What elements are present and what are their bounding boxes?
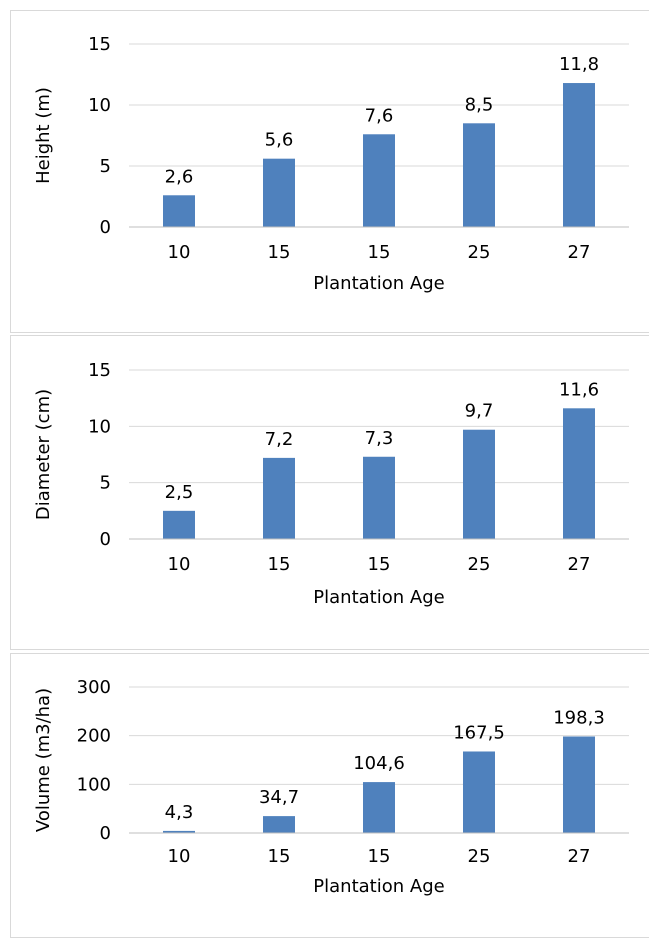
- y-tick-label: 10: [88, 416, 111, 437]
- x-tick-label: 15: [268, 242, 291, 263]
- height-chart: 0 5 10 15 2,6 10 5,6 15 7,6 15 8,5 25 11,8 27 Plantati…: [33, 34, 629, 294]
- y-tick-label: 15: [88, 34, 111, 55]
- volume-chart-panel: 0 100 200 300 4,3 10 34,7 15 104,6 15 167,5 25 198,3…: [10, 653, 649, 938]
- x-axis-title: Plantation Age: [313, 587, 444, 608]
- volume-chart: 0 100 200 300 4,3 10 34,7 15 104,6 15 167,5 25 198,3…: [33, 677, 629, 897]
- y-axis-title: Volume (m3/ha): [33, 688, 54, 832]
- y-tick-label: 100: [77, 774, 111, 795]
- x-axis-title: Plantation Age: [313, 273, 444, 294]
- x-tick-label: 27: [568, 242, 591, 263]
- y-tick-label: 0: [100, 217, 111, 238]
- y-tick-label: 5: [100, 473, 111, 494]
- diameter-bar: [263, 457, 295, 539]
- y-tick-label: 10: [88, 95, 111, 116]
- x-tick-label: 25: [468, 846, 491, 867]
- y-axis-title: Height (m): [33, 87, 54, 184]
- data-label: 11,8: [559, 54, 599, 75]
- volume-bar: [163, 830, 195, 833]
- data-label: 7,2: [265, 429, 294, 450]
- x-tick-label: 10: [168, 554, 191, 575]
- x-tick-label: 27: [568, 554, 591, 575]
- y-tick-label: 200: [77, 726, 111, 747]
- x-tick-label: 15: [368, 554, 391, 575]
- y-tick-label: 300: [77, 677, 111, 698]
- y-tick-label: 0: [100, 529, 111, 550]
- x-axis-title: Plantation Age: [313, 876, 444, 897]
- diameter-bar: [463, 429, 495, 539]
- x-tick-label: 25: [468, 242, 491, 263]
- data-label: 4,3: [165, 802, 194, 823]
- data-label: 9,7: [465, 401, 494, 422]
- y-tick-label: 15: [88, 360, 111, 381]
- x-tick-label: 15: [368, 846, 391, 867]
- y-axis-title: Diameter (cm): [33, 389, 54, 520]
- diameter-bar: [563, 408, 595, 539]
- x-tick-label: 27: [568, 846, 591, 867]
- height-bar: [463, 123, 495, 227]
- data-label: 8,5: [465, 94, 494, 115]
- data-label: 5,6: [265, 130, 294, 151]
- height-bar: [363, 134, 395, 227]
- data-label: 104,6: [353, 753, 405, 774]
- data-label: 11,6: [559, 379, 599, 400]
- height-bar: [163, 195, 195, 227]
- x-tick-label: 15: [268, 554, 291, 575]
- data-label: 7,6: [365, 105, 394, 126]
- x-tick-label: 15: [268, 846, 291, 867]
- volume-bar: [363, 782, 395, 833]
- height-bar: [263, 158, 295, 227]
- diameter-bar: [363, 456, 395, 539]
- data-label: 7,3: [365, 428, 394, 449]
- x-tick-label: 10: [168, 242, 191, 263]
- y-tick-label: 0: [100, 823, 111, 844]
- height-chart-panel: 0 5 10 15 2,6 10 5,6 15 7,6 15 8,5 25 11,8 27 Plantati…: [10, 10, 649, 333]
- data-label: 198,3: [553, 707, 605, 728]
- diameter-chart-panel: 0 5 10 15 2,5 10 7,2 15 7,3 15 9,7 25 11,6 27 Plantati…: [10, 335, 649, 650]
- data-label: 34,7: [259, 787, 299, 808]
- diameter-bar: [163, 510, 195, 539]
- data-label: 2,5: [165, 482, 194, 503]
- height-bar: [563, 83, 595, 227]
- diameter-chart: 0 5 10 15 2,5 10 7,2 15 7,3 15 9,7 25 11,6 27 Plantati…: [33, 360, 629, 608]
- x-tick-label: 10: [168, 846, 191, 867]
- volume-bar: [563, 736, 595, 833]
- data-label: 167,5: [453, 722, 505, 743]
- data-label: 2,6: [165, 166, 194, 187]
- x-tick-label: 25: [468, 554, 491, 575]
- x-tick-label: 15: [368, 242, 391, 263]
- y-tick-label: 5: [100, 156, 111, 177]
- volume-bar: [263, 816, 295, 833]
- volume-bar: [463, 751, 495, 833]
